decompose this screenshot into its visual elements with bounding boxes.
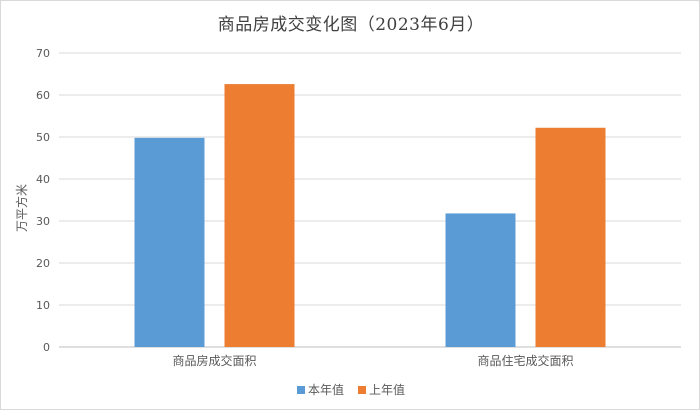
bar-current-year bbox=[134, 137, 205, 347]
legend-label-current-year: 本年值 bbox=[307, 383, 344, 397]
legend-swatch-last-year bbox=[358, 385, 366, 394]
y-tick-label: 50 bbox=[36, 131, 50, 144]
legend-item-last-year: 上年值 bbox=[358, 381, 405, 398]
y-tick-label: 60 bbox=[36, 89, 50, 102]
y-tick-label: 30 bbox=[36, 215, 50, 228]
legend: 本年值 上年值 bbox=[1, 381, 700, 398]
x-category-label: 商品房成交面积 bbox=[172, 353, 256, 368]
x-category-label: 商品住宅成交面积 bbox=[477, 353, 573, 368]
y-tick-label: 10 bbox=[36, 299, 50, 312]
legend-item-current-year: 本年值 bbox=[296, 381, 344, 398]
y-tick-label: 70 bbox=[36, 47, 50, 60]
bar-current-year bbox=[445, 213, 516, 347]
bar-last-year bbox=[535, 127, 606, 347]
legend-swatch-current-year bbox=[296, 385, 305, 394]
y-tick-label: 40 bbox=[36, 173, 50, 186]
y-tick-label: 20 bbox=[36, 257, 50, 270]
bar-last-year bbox=[224, 84, 295, 347]
chart-title: 商品房成交变化图（2023年6月） bbox=[217, 15, 485, 35]
legend-label-last-year: 上年值 bbox=[369, 383, 406, 397]
y-tick-label: 0 bbox=[43, 341, 50, 354]
